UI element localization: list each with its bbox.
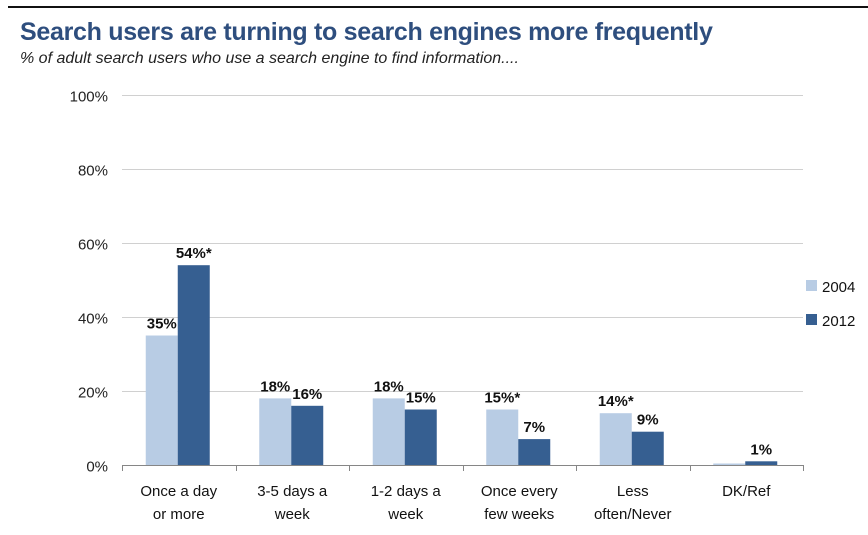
data-label: 1% [750, 441, 772, 458]
y-tick-label: 60% [78, 237, 108, 254]
y-tick-label: 80% [78, 163, 108, 180]
y-tick-label: 40% [78, 311, 108, 328]
bar-2004 [599, 413, 632, 465]
legend-label: 2012 [822, 313, 855, 330]
x-tick-label: DK/Ref [722, 483, 771, 500]
bar-2004 [372, 398, 405, 465]
bar-2012 [404, 409, 437, 465]
top-rule [8, 6, 868, 8]
bar-2004 [713, 463, 746, 465]
data-label: 35% [147, 316, 177, 333]
data-label: 18% [260, 378, 290, 395]
x-tick-label: Less [617, 483, 649, 500]
x-tick-label: Once a day [140, 483, 217, 500]
x-tick-label: week [387, 506, 424, 523]
x-tick-label: Once every [481, 483, 558, 500]
bar-2004 [259, 398, 292, 465]
x-tick-label: 3-5 days a [257, 483, 328, 500]
x-tick-label: or more [153, 506, 205, 523]
x-tick-label: 1-2 days a [371, 483, 442, 500]
x-tick-label: week [274, 506, 311, 523]
data-label: 9% [637, 412, 659, 429]
legend-label: 2004 [822, 279, 855, 296]
bar-2004 [145, 335, 178, 465]
bar-2012 [291, 405, 324, 465]
data-label: 18% [374, 378, 404, 395]
data-label: 16% [292, 386, 322, 403]
bar-2012 [745, 461, 778, 465]
y-tick-label: 20% [78, 385, 108, 402]
data-label: 54%* [176, 245, 212, 262]
bar-2012 [518, 439, 551, 465]
legend-swatch-2004 [806, 280, 817, 291]
chart-title: Search users are turning to search engin… [20, 18, 713, 46]
bar-2012 [177, 265, 210, 465]
data-label: 15% [406, 390, 436, 407]
x-tick-label: often/Never [594, 506, 672, 523]
chart-subtitle: % of adult search users who use a search… [20, 50, 519, 67]
y-tick-label: 100% [70, 89, 108, 106]
bar-2012 [631, 431, 664, 465]
data-label: 15%* [484, 390, 520, 407]
y-tick-label: 0% [86, 459, 108, 476]
x-tick-label: few weeks [484, 506, 554, 523]
data-label: 7% [523, 419, 545, 436]
data-label: 14%* [598, 393, 634, 410]
bar-2004 [486, 409, 519, 465]
legend-swatch-2012 [806, 314, 817, 325]
